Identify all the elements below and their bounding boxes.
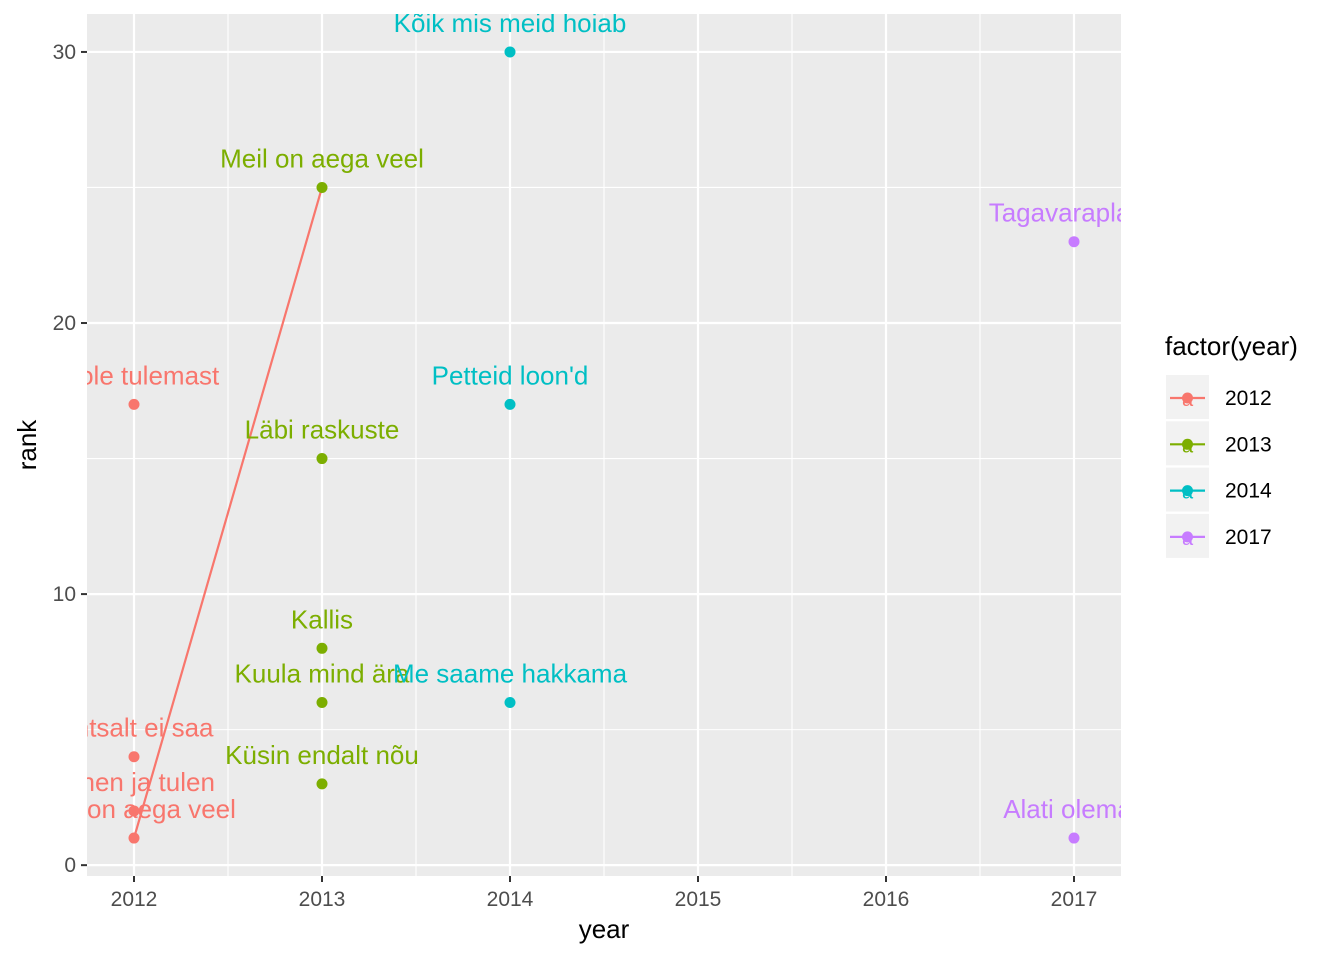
data-point-2013	[316, 778, 328, 790]
legend-key-text-glyph: a	[1182, 528, 1194, 550]
legend-key-text-glyph: a	[1182, 482, 1194, 504]
data-layer: Ei ole tulemast Lihtsalt ei saa Minen ja t…	[32, 8, 1160, 844]
legend-item-label: 2012	[1225, 387, 1272, 410]
data-point-2012	[128, 751, 140, 763]
data-label-2013: Kuula mind ära	[235, 659, 410, 689]
axes: 2012 2013 2014 2015 2016 2017 0 10 20 30	[53, 41, 1098, 911]
x-axis-title: year	[579, 914, 630, 944]
y-tick-label: 0	[64, 854, 76, 877]
legend: factor(year) a 2012 a 2013 a 2014 a 2017	[1165, 331, 1298, 558]
data-label-2013: Meil on aega veel	[220, 143, 424, 173]
data-label-2012: Ei ole tulemast	[49, 360, 220, 390]
y-tick-label: 10	[53, 583, 76, 606]
x-tick-label: 2017	[1051, 888, 1098, 911]
legend-item-label: 2013	[1225, 433, 1272, 456]
x-tick-label: 2016	[863, 888, 910, 911]
data-point-2017	[1068, 236, 1080, 248]
data-label-2017: Tagavaraplaan	[989, 198, 1160, 228]
data-point-2013	[316, 697, 328, 709]
legend-key-point	[1182, 392, 1193, 404]
data-label-2014: Kõik mis meid hoiab	[394, 8, 627, 38]
major-gridlines	[87, 14, 1121, 876]
legend-key-point	[1182, 485, 1193, 497]
legend-item-label: 2017	[1225, 526, 1272, 549]
data-label-2017: Alati olemas	[1003, 794, 1145, 824]
data-label-2013: Küsin endalt nõu	[225, 740, 419, 770]
data-point-2014	[504, 46, 516, 58]
x-tick-label: 2013	[299, 888, 346, 911]
data-label-2013: Kallis	[291, 604, 353, 634]
data-label-2013: Läbi raskuste	[245, 415, 400, 445]
legend-key-point	[1182, 531, 1193, 543]
data-label-2012: Lihtsalt ei saa	[55, 713, 215, 743]
y-tick-label: 30	[53, 41, 76, 64]
data-label-2014: Petteid loon'd	[432, 360, 589, 390]
data-point-2017	[1068, 832, 1080, 844]
data-label-2012: Minen ja tulen	[53, 767, 215, 797]
data-point-2014	[504, 697, 516, 709]
legend-item-label: 2014	[1225, 480, 1272, 503]
x-tick-label: 2015	[675, 888, 722, 911]
series-line-2012	[132, 187, 324, 839]
data-label-2012: Meil on aega veel	[32, 794, 236, 824]
data-point-2013	[316, 453, 328, 465]
minor-gridlines	[87, 14, 1121, 876]
y-tick-label: 20	[53, 312, 76, 335]
legend-key-text-glyph: a	[1182, 389, 1194, 411]
data-point-2014	[504, 398, 516, 410]
data-point-2012	[128, 832, 140, 844]
y-axis-title: rank	[12, 419, 42, 471]
data-point-2012	[128, 805, 140, 817]
data-point-2013	[316, 181, 328, 193]
legend-key-text-glyph: a	[1182, 435, 1194, 457]
legend-title: factor(year)	[1165, 331, 1298, 361]
data-point-2012	[128, 398, 140, 410]
x-tick-label: 2014	[487, 888, 534, 911]
legend-key-point	[1182, 438, 1193, 450]
data-label-2014: Me saame hakkama	[393, 659, 628, 689]
x-tick-label: 2012	[111, 888, 158, 911]
data-point-2013	[316, 642, 328, 654]
